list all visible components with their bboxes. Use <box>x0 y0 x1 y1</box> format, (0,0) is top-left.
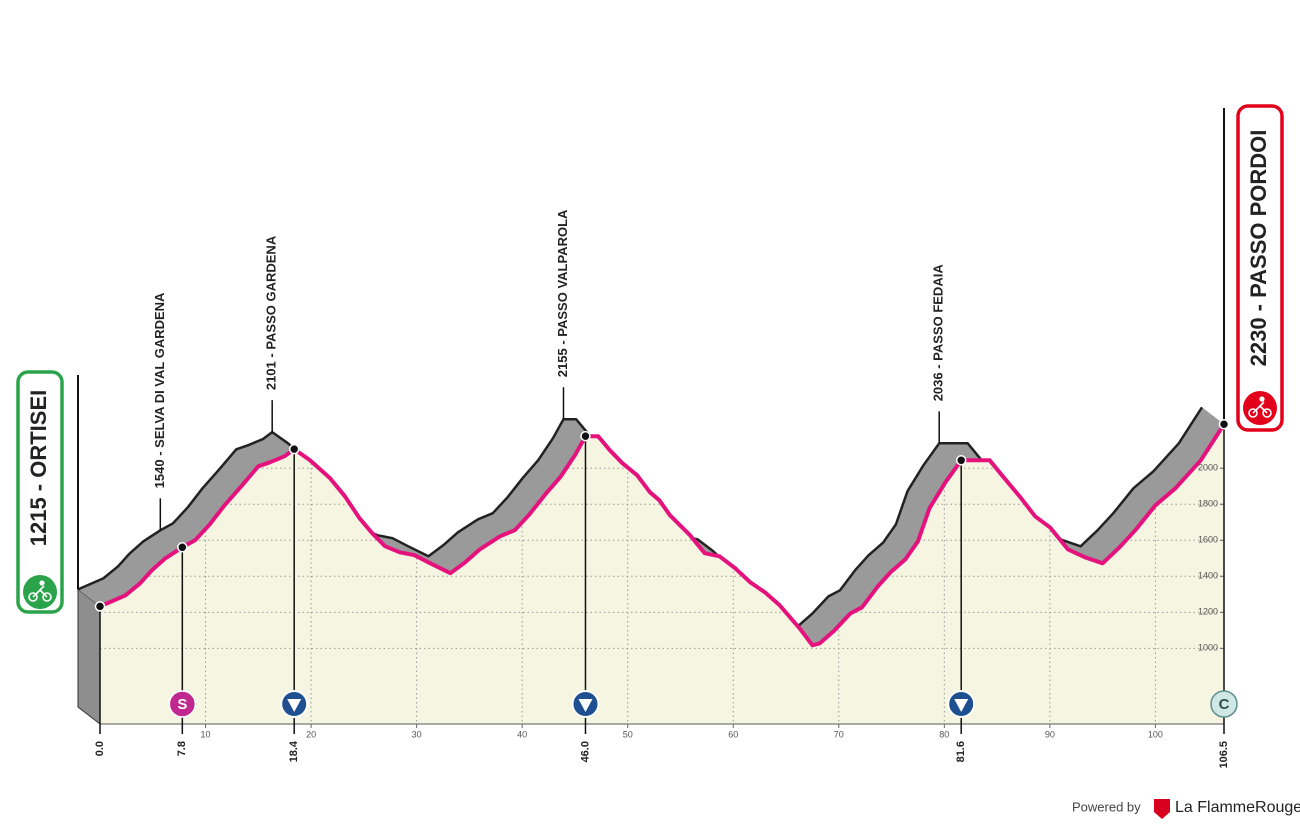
x-tick-label: 70 <box>834 729 844 739</box>
elevation-area <box>100 424 1224 724</box>
y-tick-label: 2000 <box>1198 463 1218 473</box>
kom-icon <box>578 699 593 712</box>
y-tick-label: 1200 <box>1198 607 1218 617</box>
waypoint-dot <box>580 430 591 442</box>
x-tick-label: 90 <box>1045 729 1055 739</box>
y-tick-label: 1000 <box>1198 643 1218 653</box>
waypoint-dot <box>94 601 106 612</box>
km-label: 7.8 <box>176 741 188 756</box>
climb-label: 1540 - SELVA DI VAL GARDENA <box>152 292 167 488</box>
profile-front: 1000 1200 1400 1600 1800 2000 10 20 30 40 50 60 70 80… <box>94 209 1238 769</box>
y-tick-label: 1800 <box>1198 499 1218 509</box>
x-tick-label: 30 <box>412 729 422 739</box>
waypoint-dot <box>955 455 967 466</box>
x-tick-label: 10 <box>201 729 211 739</box>
climb-label: 2101 - PASSO GARDENA <box>264 235 279 390</box>
relief-band <box>78 407 1224 646</box>
waypoint-dot <box>288 443 300 455</box>
x-tick-label: 40 <box>517 729 527 739</box>
badge <box>1210 690 1238 718</box>
finish-label: 2230 - PASSO PORDOI <box>1246 130 1271 367</box>
cyclist-icon <box>28 580 52 602</box>
brand-logo <box>1154 799 1170 819</box>
x-tick-label: 80 <box>939 729 949 739</box>
kom-icon <box>954 699 969 712</box>
x-tick-label: 60 <box>728 729 738 739</box>
start-label: 1215 - ORTISEI <box>26 390 51 547</box>
badge-label: S <box>177 696 187 713</box>
climb-label: 2036 - PASSO FEDAIA <box>931 264 946 402</box>
cyclist-icon <box>1248 396 1272 418</box>
badge-label: C <box>1219 696 1230 713</box>
y-tick-label: 1600 <box>1198 535 1218 545</box>
x-tick-label: 100 <box>1148 729 1163 739</box>
badge <box>168 690 197 718</box>
brand-name: La FlammeRouge <box>1175 799 1300 816</box>
x-tick-label: 50 <box>623 729 633 739</box>
km-label: 0.0 <box>94 741 106 756</box>
km-label: 18.4 <box>288 740 300 762</box>
finish-icon <box>1243 391 1277 425</box>
start-icon <box>23 575 57 609</box>
climb-label: 2155 - PASSO VALPAROLA <box>555 209 570 377</box>
powered-by: Powered by <box>1072 799 1141 814</box>
elevation-line <box>99 423 1226 648</box>
km-label: 81.6 <box>955 741 967 762</box>
km-label: 106.5 <box>1218 741 1230 769</box>
profile-back <box>77 108 1225 726</box>
kom-icon <box>287 699 302 712</box>
x-tick-label: 20 <box>306 729 316 739</box>
waypoint-dot <box>1218 419 1230 430</box>
km-label: 46.0 <box>579 741 591 762</box>
start-box <box>16 370 64 614</box>
finish-box <box>1236 104 1284 432</box>
y-tick-label: 1400 <box>1198 571 1218 581</box>
waypoint-dot <box>177 542 188 553</box>
